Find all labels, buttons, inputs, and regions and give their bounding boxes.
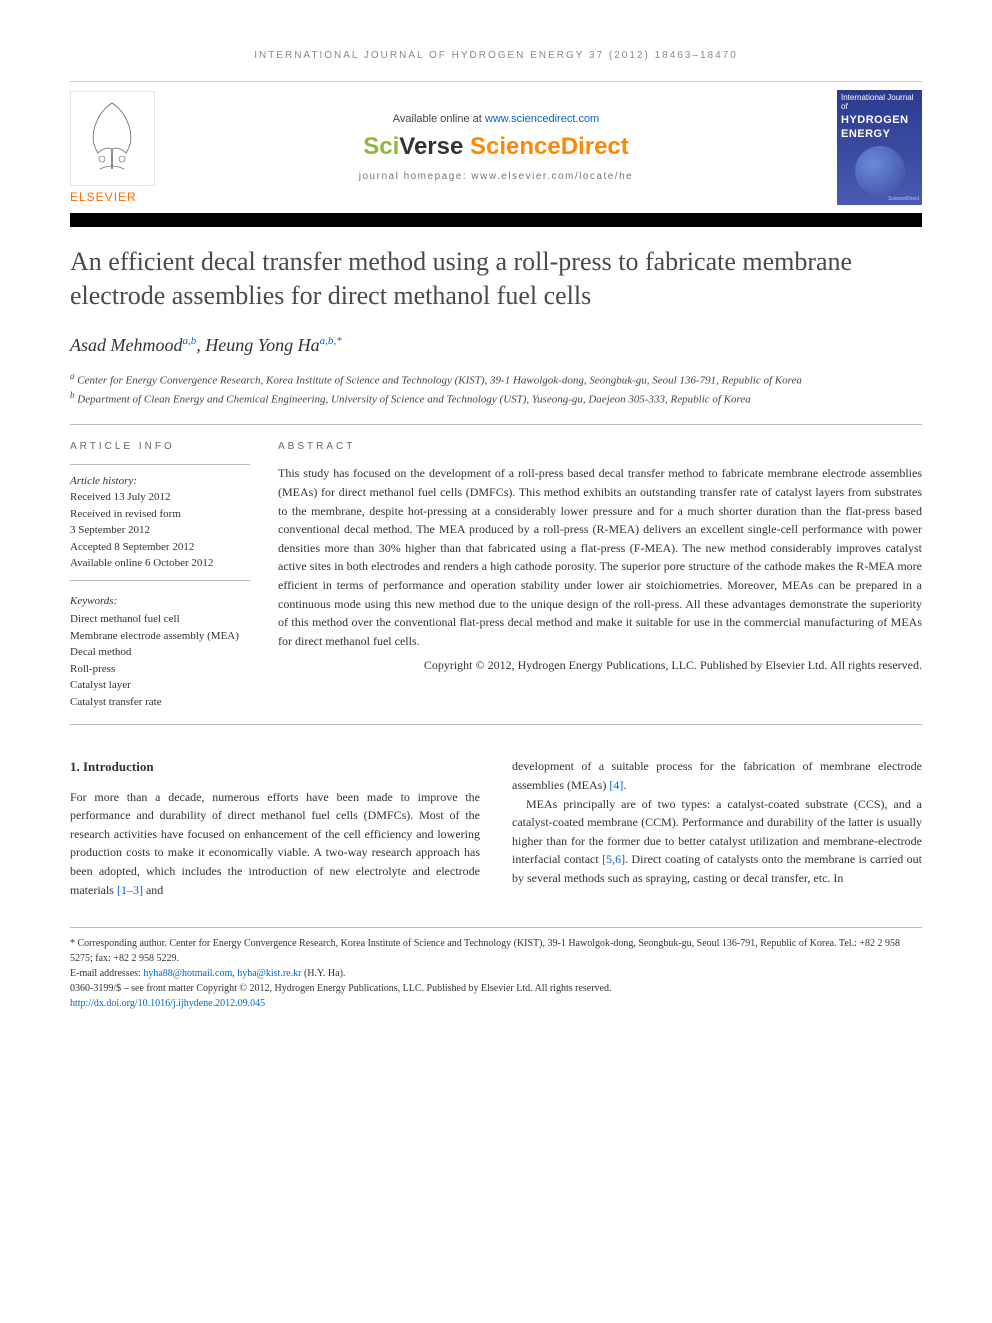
email-label: E-mail addresses: bbox=[70, 968, 143, 979]
abstract-block: ABSTRACT This study has focused on the d… bbox=[278, 425, 922, 725]
history-online: Available online 6 October 2012 bbox=[70, 555, 250, 572]
body-column-right: development of a suitable process for th… bbox=[512, 757, 922, 899]
author-2-aff: a,b,* bbox=[320, 335, 342, 347]
issn-line: 0360-3199/$ – see front matter Copyright… bbox=[70, 981, 922, 996]
publisher-logo: ELSEVIER bbox=[70, 91, 155, 204]
keyword-3: Decal method bbox=[70, 644, 250, 661]
affiliation-a-text: Center for Energy Convergence Research, … bbox=[77, 374, 802, 386]
cover-top-line: International Journal of bbox=[841, 94, 918, 112]
running-head: INTERNATIONAL JOURNAL OF HYDROGEN ENERGY… bbox=[70, 50, 922, 61]
email-tail: (H.Y. Ha). bbox=[301, 968, 345, 979]
author-list: Asad Mehmooda,b, Heung Yong Haa,b,* bbox=[70, 335, 922, 356]
body-column-left: 1. Introduction For more than a decade, … bbox=[70, 757, 480, 899]
journal-header: ELSEVIER Available online at www.science… bbox=[70, 81, 922, 209]
email-link-2[interactable]: hyha@kist.re.kr bbox=[237, 968, 301, 979]
email-line: E-mail addresses: hyha88@hotmail.com, hy… bbox=[70, 966, 922, 981]
cover-word-1: HYDROGEN bbox=[841, 114, 918, 126]
intro-p1c-text: development of a suitable process for th… bbox=[512, 759, 922, 792]
keyword-5: Catalyst layer bbox=[70, 677, 250, 694]
page-container: INTERNATIONAL JOURNAL OF HYDROGEN ENERGY… bbox=[0, 0, 992, 1051]
journal-cover-thumb: International Journal of HYDROGEN ENERGY… bbox=[837, 90, 922, 205]
article-info-head: ARTICLE INFO bbox=[70, 439, 250, 454]
title-black-bar bbox=[70, 213, 922, 227]
brand-direct: ScienceDirect bbox=[470, 133, 629, 160]
sciencedirect-link[interactable]: www.sciencedirect.com bbox=[485, 113, 599, 125]
affiliation-b-text: Department of Clean Energy and Chemical … bbox=[77, 393, 751, 405]
intro-paragraph-1: For more than a decade, numerous efforts… bbox=[70, 788, 480, 900]
history-accepted: Accepted 8 September 2012 bbox=[70, 539, 250, 556]
available-text: Available online at bbox=[393, 113, 485, 125]
author-1-aff: a,b bbox=[182, 335, 196, 347]
footnotes: * Corresponding author. Center for Energ… bbox=[70, 927, 922, 1011]
available-online-line: Available online at www.sciencedirect.co… bbox=[155, 113, 837, 125]
keyword-4: Roll-press bbox=[70, 661, 250, 678]
abstract-text: This study has focused on the developmen… bbox=[278, 464, 922, 650]
cover-footer: ScienceDirect bbox=[888, 196, 919, 202]
ref-4[interactable]: [4] bbox=[609, 778, 623, 792]
cover-word-2: ENERGY bbox=[841, 128, 918, 140]
article-history: Article history: Received 13 July 2012 R… bbox=[70, 464, 250, 581]
keyword-2: Membrane electrode assembly (MEA) bbox=[70, 628, 250, 645]
abstract-head: ABSTRACT bbox=[278, 439, 922, 455]
body-columns: 1. Introduction For more than a decade, … bbox=[70, 757, 922, 899]
sciverse-brand: SciVerse ScienceDirect bbox=[155, 133, 837, 161]
history-label: Article history: bbox=[70, 473, 250, 490]
intro-paragraph-1-cont: development of a suitable process for th… bbox=[512, 757, 922, 794]
brand-sci: Sci bbox=[363, 133, 399, 160]
doi-line: http://dx.doi.org/10.1016/j.ijhydene.201… bbox=[70, 996, 922, 1011]
intro-paragraph-2: MEAs principally are of two types: a cat… bbox=[512, 795, 922, 888]
cover-globe-icon bbox=[855, 146, 905, 196]
intro-p1-text: For more than a decade, numerous efforts… bbox=[70, 790, 480, 897]
affiliation-b: b Department of Clean Energy and Chemica… bbox=[70, 389, 922, 408]
ref-5-6[interactable]: [5,6] bbox=[602, 852, 625, 866]
history-received: Received 13 July 2012 bbox=[70, 489, 250, 506]
section-1-head: 1. Introduction bbox=[70, 757, 480, 777]
publisher-name: ELSEVIER bbox=[70, 190, 155, 204]
doi-link[interactable]: http://dx.doi.org/10.1016/j.ijhydene.201… bbox=[70, 998, 265, 1009]
ref-1-3[interactable]: [1–3] bbox=[117, 883, 143, 897]
journal-homepage: journal homepage: www.elsevier.com/locat… bbox=[155, 171, 837, 182]
abstract-copyright: Copyright © 2012, Hydrogen Energy Public… bbox=[278, 656, 922, 675]
header-center: Available online at www.sciencedirect.co… bbox=[155, 113, 837, 182]
affiliations: a Center for Energy Convergence Research… bbox=[70, 370, 922, 408]
author-2-name: Heung Yong Ha bbox=[205, 335, 319, 355]
keywords-label: Keywords: bbox=[70, 593, 250, 610]
article-title: An efficient decal transfer method using… bbox=[70, 245, 922, 313]
history-revised-2: 3 September 2012 bbox=[70, 522, 250, 539]
keyword-1: Direct methanol fuel cell bbox=[70, 611, 250, 628]
author-1-name: Asad Mehmood bbox=[70, 335, 182, 355]
corresponding-author: * Corresponding author. Center for Energ… bbox=[70, 936, 922, 966]
affiliation-a: a Center for Energy Convergence Research… bbox=[70, 370, 922, 389]
intro-p1c-tail: . bbox=[623, 778, 626, 792]
keyword-6: Catalyst transfer rate bbox=[70, 694, 250, 711]
elsevier-tree-icon bbox=[70, 91, 155, 186]
email-link-1[interactable]: hyha88@hotmail.com bbox=[143, 968, 232, 979]
article-info-box: ARTICLE INFO Article history: Received 1… bbox=[70, 424, 922, 726]
article-info-left: ARTICLE INFO Article history: Received 1… bbox=[70, 425, 250, 725]
intro-p1-tail: and bbox=[143, 883, 163, 897]
history-revised-1: Received in revised form bbox=[70, 506, 250, 523]
brand-verse: Verse bbox=[399, 133, 470, 160]
